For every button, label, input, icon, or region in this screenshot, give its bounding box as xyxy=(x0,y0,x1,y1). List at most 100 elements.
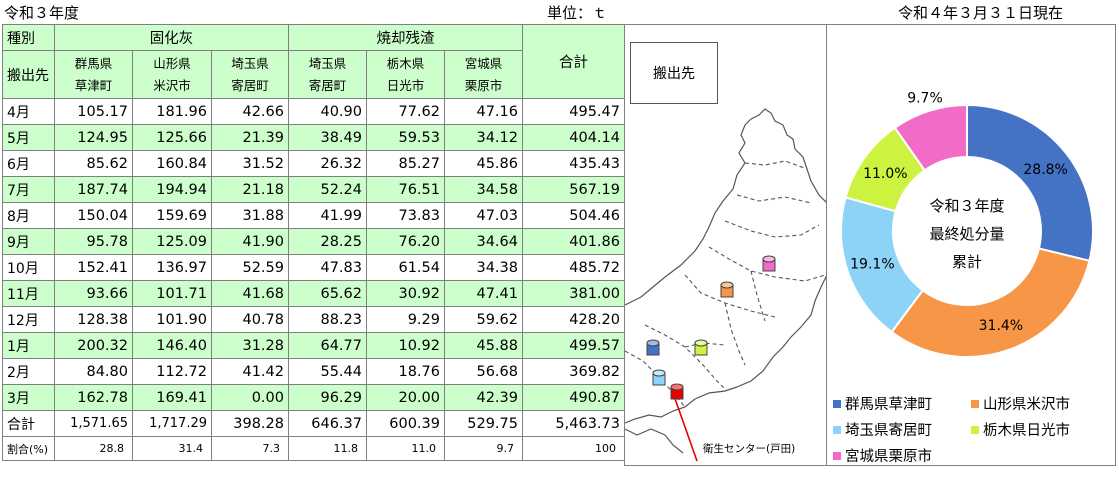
center-text-line2: 最終処分量 xyxy=(929,225,1004,243)
month-cell: 1月 xyxy=(2,332,55,359)
percent-cell: 11.8 xyxy=(288,436,367,461)
legend-label: 山形県米沢市 xyxy=(983,397,1070,413)
value-cell: 150.04 xyxy=(54,202,133,229)
col-head: 栃木県 日光市 xyxy=(366,50,445,99)
value-cell: 85.27 xyxy=(366,150,445,177)
table-row: 4月 105.17 181.96 42.66 40.90 77.62 47.16 495.47 xyxy=(2,98,625,125)
month-cell: 10月 xyxy=(2,254,55,281)
center-label: 衛生センター(戸田) xyxy=(703,443,796,455)
value-cell: 59.53 xyxy=(366,124,445,151)
year-title: 令和３年度 xyxy=(4,4,80,22)
percent-cell: 7.3 xyxy=(211,436,289,461)
percent-label: 割合(%) xyxy=(2,436,55,461)
marker-yonezawa xyxy=(720,281,734,298)
marker-kurihara xyxy=(762,255,776,272)
value-cell: 52.24 xyxy=(288,176,367,203)
marker-nikko xyxy=(694,339,708,356)
col-head: 埼玉県 寄居町 xyxy=(288,50,367,99)
row-total-cell: 404.14 xyxy=(522,124,625,151)
value-cell: 21.18 xyxy=(211,176,289,203)
value-cell: 41.99 xyxy=(288,202,367,229)
col-head: 群馬県 草津町 xyxy=(54,50,133,99)
value-cell: 124.95 xyxy=(54,124,133,151)
slice-label: 28.8% xyxy=(1023,162,1067,178)
value-cell: 34.58 xyxy=(444,176,523,203)
value-cell: 84.80 xyxy=(54,358,133,385)
group-incineration-residue: 焼却残渣 xyxy=(288,24,523,51)
value-cell: 159.69 xyxy=(132,202,212,229)
month-cell: 9月 xyxy=(2,228,55,255)
col-head: 埼玉県 寄居町 xyxy=(211,50,289,99)
value-cell: 77.62 xyxy=(366,98,445,125)
row-total-cell: 485.72 xyxy=(522,254,625,281)
table-row: 6月 85.62 160.84 31.52 26.32 85.27 45.86 435.43 xyxy=(2,150,625,177)
value-cell: 55.44 xyxy=(288,358,367,385)
legend-item: 群馬県草津町 xyxy=(833,393,932,414)
table-row: 5月 124.95 125.66 21.39 38.49 59.53 34.12 404.14 xyxy=(2,124,625,151)
value-cell: 61.54 xyxy=(366,254,445,281)
row-total-cell: 435.43 xyxy=(522,150,625,177)
column-total-cell: 398.28 xyxy=(211,410,289,437)
value-cell: 47.16 xyxy=(444,98,523,125)
month-cell: 3月 xyxy=(2,384,55,411)
table-row: 3月 162.78 169.41 0.00 96.29 20.00 42.39 490.87 xyxy=(2,384,625,411)
destination-box: 搬出先 xyxy=(630,42,718,104)
percent-cell: 11.0 xyxy=(366,436,445,461)
value-cell: 125.66 xyxy=(132,124,212,151)
value-cell: 187.74 xyxy=(54,176,133,203)
month-cell: 4月 xyxy=(2,98,55,125)
value-cell: 0.00 xyxy=(211,384,289,411)
value-cell: 42.66 xyxy=(211,98,289,125)
month-cell: 8月 xyxy=(2,202,55,229)
value-cell: 95.78 xyxy=(54,228,133,255)
route-line xyxy=(672,392,698,462)
value-cell: 41.68 xyxy=(211,280,289,307)
value-cell: 18.76 xyxy=(366,358,445,385)
value-cell: 45.88 xyxy=(444,332,523,359)
table-row: 12月 128.38 101.90 40.78 88.23 9.29 59.62 428.20 xyxy=(2,306,625,333)
value-cell: 65.62 xyxy=(288,280,367,307)
value-cell: 88.23 xyxy=(288,306,367,333)
unit-label: 単位：ｔ xyxy=(547,4,608,22)
percent-row: 割合(%) 28.8 31.4 7.3 11.8 11.0 9.7 100 xyxy=(2,436,625,461)
table-row: 1月 200.32 146.40 31.28 64.77 10.92 45.88 499.57 xyxy=(2,332,625,359)
value-cell: 30.92 xyxy=(366,280,445,307)
month-cell: 11月 xyxy=(2,280,55,307)
table-row: 7月 187.74 194.94 21.18 52.24 76.51 34.58 567.19 xyxy=(2,176,625,203)
legend-label: 宮城県栗原市 xyxy=(845,449,932,465)
legend-item: 埼玉県寄居町 xyxy=(833,419,932,440)
value-cell: 160.84 xyxy=(132,150,212,177)
as-of-date: 令和４年３月３１日現在 xyxy=(898,4,1064,22)
legend-label: 埼玉県寄居町 xyxy=(845,423,932,439)
slice-label: 9.7% xyxy=(907,90,943,106)
value-cell: 52.59 xyxy=(211,254,289,281)
legend-item: 宮城県栗原市 xyxy=(833,445,932,465)
value-cell: 42.39 xyxy=(444,384,523,411)
column-total-cell: 1,717.29 xyxy=(132,410,212,437)
value-cell: 194.94 xyxy=(132,176,212,203)
marker-toda-center xyxy=(670,383,684,400)
value-cell: 76.51 xyxy=(366,176,445,203)
value-cell: 40.90 xyxy=(288,98,367,125)
legend-item: 山形県米沢市 xyxy=(971,393,1070,414)
center-text-line3: 累計 xyxy=(952,253,982,271)
value-cell: 169.41 xyxy=(132,384,212,411)
table-row: 8月 150.04 159.69 31.88 41.99 73.83 47.03 504.46 xyxy=(2,202,625,229)
column-total-cell: 529.75 xyxy=(444,410,523,437)
donut-slice xyxy=(890,247,1091,358)
value-cell: 162.78 xyxy=(54,384,133,411)
row-total-cell: 401.86 xyxy=(522,228,625,255)
value-cell: 73.83 xyxy=(366,202,445,229)
row-total-cell: 428.20 xyxy=(522,306,625,333)
row-total-cell: 495.47 xyxy=(522,98,625,125)
legend-label: 栃木県日光市 xyxy=(983,423,1070,439)
header-total: 合計 xyxy=(522,24,625,99)
column-total-cell: 600.39 xyxy=(366,410,445,437)
value-cell: 31.52 xyxy=(211,150,289,177)
header-kind: 種別 xyxy=(2,24,55,51)
value-cell: 47.41 xyxy=(444,280,523,307)
totals-row: 合計 1,571.65 1,717.29 398.28 646.37 600.39 529.… xyxy=(2,410,625,437)
totals-label: 合計 xyxy=(2,410,55,437)
value-cell: 152.41 xyxy=(54,254,133,281)
value-cell: 59.62 xyxy=(444,306,523,333)
